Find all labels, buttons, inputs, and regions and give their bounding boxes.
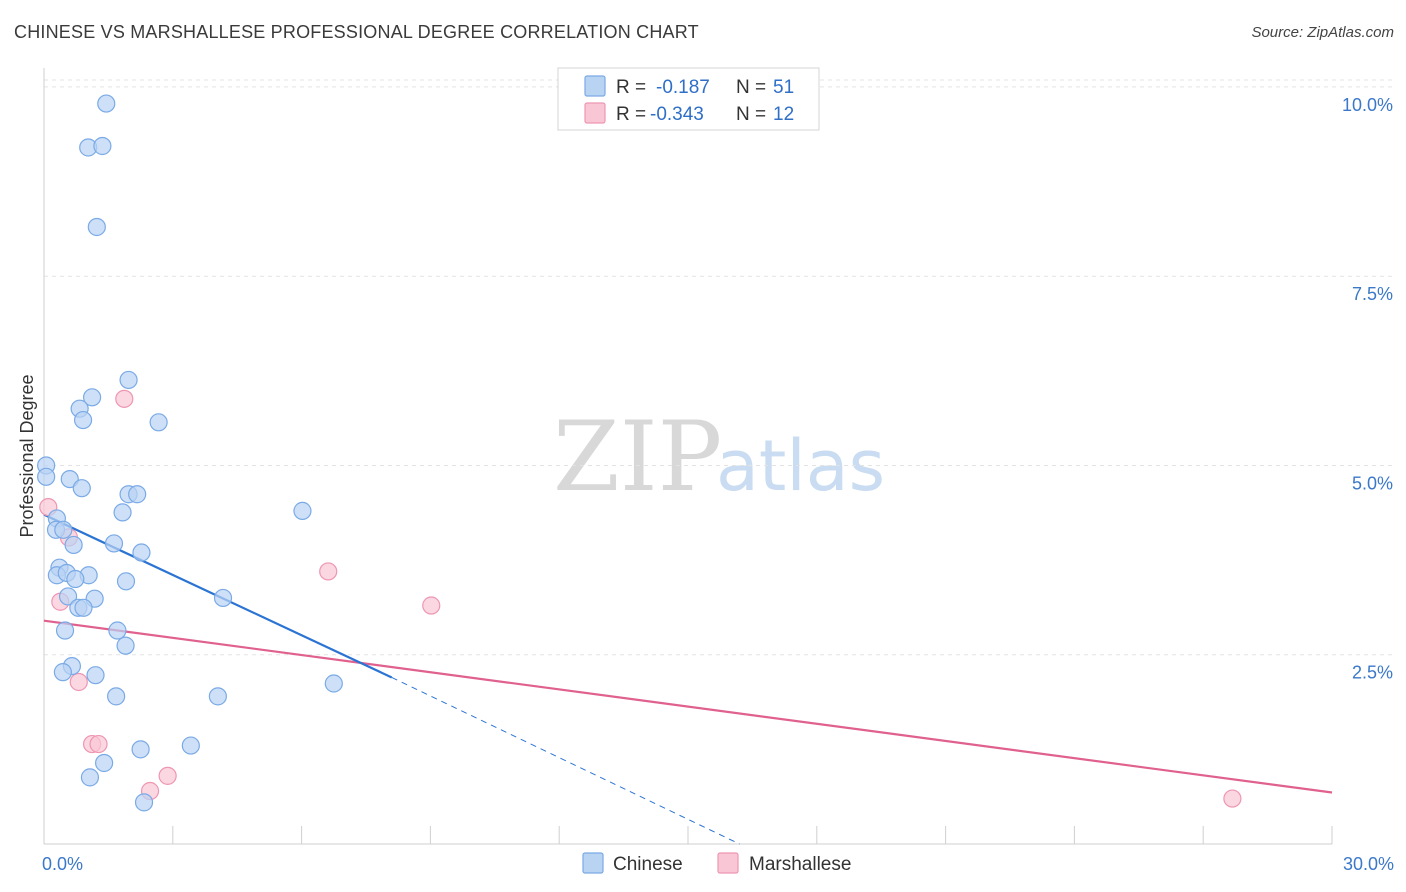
chinese-point-47 (134, 793, 154, 812)
chinese-point-34 (55, 621, 75, 640)
chinese-series-label: Chinese (613, 854, 683, 875)
chinese-n-label: N = (736, 77, 766, 98)
tick-labels: 2.5% 5.0% 7.5% 10.0% 0.0% 30.0% (42, 95, 1394, 874)
marshallese-series-swatch (717, 852, 739, 874)
y-tick-label-2: 7.5% (1352, 284, 1393, 304)
chinese-point-36 (116, 636, 135, 655)
source-label: Source: ZipAtlas.com (1251, 24, 1394, 41)
x-ticks (43, 826, 1333, 844)
chinese-point-43 (131, 740, 150, 759)
chinese-n-value: 51 (773, 77, 794, 98)
marshallese-legend-swatch (584, 102, 606, 124)
chinese-r-value: -0.187 (656, 77, 710, 98)
y-tick-label-3: 10.0% (1342, 95, 1393, 115)
marshallese-r-value: -0.343 (650, 104, 704, 125)
chinese-point-44 (181, 736, 200, 755)
chinese-point-41 (107, 687, 126, 706)
chinese-r-label: R = (616, 77, 646, 98)
chinese-point-45 (95, 753, 114, 773)
marshallese-point-11 (1223, 789, 1242, 808)
chinese-point-4 (119, 370, 138, 390)
trend-lines (43, 513, 1333, 845)
marshallese-point-9 (158, 766, 177, 785)
chinese-point-27 (66, 569, 85, 589)
chinese-point-39 (86, 666, 105, 685)
marshallese-n-label: N = (736, 104, 766, 125)
chinese-point-31 (213, 588, 233, 608)
marshallese-trend-line (43, 619, 1333, 794)
data-points (37, 94, 1242, 812)
chinese-point-10 (37, 467, 56, 486)
watermark-atlas: atlas (716, 425, 885, 507)
chinese-point-16 (293, 501, 312, 520)
chinese-point-42 (208, 687, 227, 706)
x-tick-label-1: 30.0% (1343, 854, 1394, 874)
chinese-series-swatch (582, 852, 604, 874)
marshallese-series-label: Marshallese (749, 854, 851, 875)
grid-lines (44, 79, 1392, 656)
chinese-point-33 (74, 598, 93, 617)
chinese-trend-extension (391, 676, 740, 845)
chinese-point-20 (64, 535, 83, 555)
chinese-point-2 (93, 136, 112, 156)
chinese-point-21 (104, 534, 124, 553)
marshallese-point-6 (69, 672, 88, 692)
chinese-point-28 (116, 572, 136, 591)
chinese-point-46 (80, 768, 100, 787)
marshallese-point-8 (89, 734, 108, 754)
chinese-point-35 (108, 621, 127, 640)
chinese-point-38 (53, 663, 72, 682)
chinese-point-0 (97, 94, 116, 113)
chinese-point-40 (324, 674, 343, 693)
series-legend: Chinese Marshallese (582, 852, 851, 875)
marshallese-point-4 (422, 596, 441, 615)
chinese-point-14 (128, 485, 147, 504)
y-tick-label-1: 5.0% (1352, 473, 1393, 493)
chinese-point-19 (54, 520, 73, 539)
marshallese-n-value: 12 (773, 104, 794, 125)
marshallese-point-3 (319, 562, 338, 581)
chart-title: CHINESE VS MARSHALLESE PROFESSIONAL DEGR… (14, 22, 699, 42)
chinese-point-29 (58, 587, 78, 606)
chinese-point-5 (82, 388, 102, 407)
chinese-legend-swatch (584, 75, 606, 97)
chinese-point-15 (113, 503, 132, 522)
chinese-point-22 (132, 543, 151, 562)
y-tick-label-0: 2.5% (1352, 663, 1393, 683)
chinese-point-7 (73, 410, 93, 430)
x-tick-label-0: 0.0% (42, 854, 83, 874)
chinese-point-12 (72, 479, 91, 498)
chinese-point-8 (149, 413, 168, 432)
chinese-point-3 (87, 217, 106, 237)
marshallese-point-2 (115, 389, 134, 408)
watermark-zip: ZIP (553, 401, 722, 513)
stats-legend: R = -0.187 N = 51 R = -0.343 N = 12 (557, 67, 820, 131)
y-axis-title: Professional Degree (17, 374, 37, 537)
chinese-point-11 (60, 469, 79, 489)
marshallese-r-label: R = (616, 104, 646, 125)
